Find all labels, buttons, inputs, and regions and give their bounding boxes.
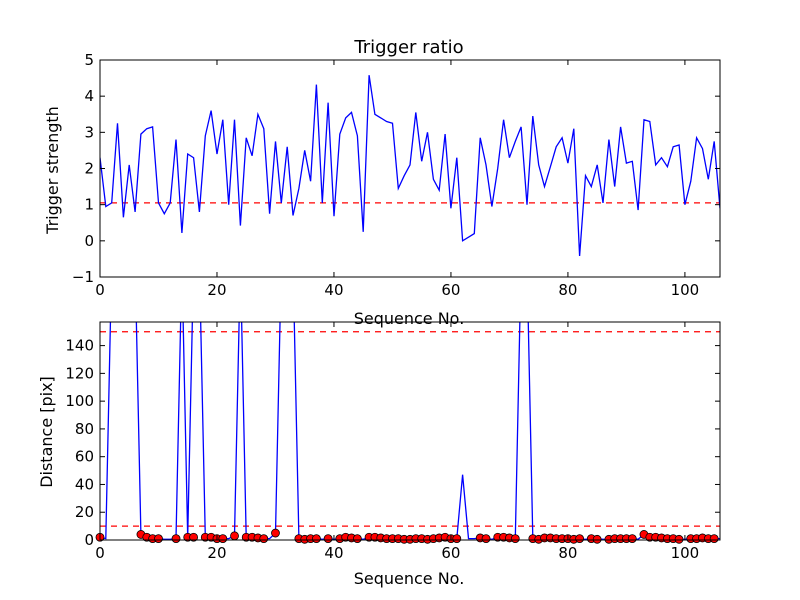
x-tick-label: 20 [207, 281, 226, 299]
x-tick-label: 20 [207, 544, 226, 562]
y-tick-label: 0 [84, 232, 94, 250]
data-point [510, 534, 520, 544]
trigger-ratio-chart: Trigger ratio Sequence No. Trigger stren… [43, 37, 721, 328]
chart-title: Trigger ratio [353, 37, 463, 58]
data-point [452, 534, 462, 544]
y-tick-label: 0 [84, 531, 94, 549]
x-tick-label: 80 [558, 281, 577, 299]
data-point [352, 534, 362, 544]
data-point [189, 532, 198, 542]
x-tick-label: 0 [95, 544, 105, 562]
x-tick-label: 80 [558, 544, 577, 562]
data-point [259, 534, 269, 544]
x-tick-label: 40 [324, 281, 343, 299]
x-axis-title: Sequence No. [354, 309, 465, 328]
series-line [100, 75, 720, 257]
axes-frame [99, 321, 721, 541]
y-tick-label: −1 [72, 268, 94, 286]
y-tick-label: 140 [65, 337, 94, 355]
data-point [575, 534, 585, 544]
y-tick-label: 40 [75, 475, 94, 493]
data-point [312, 534, 321, 544]
data-point [171, 534, 181, 544]
y-tick-label: 100 [65, 392, 94, 410]
x-tick-label: 100 [671, 281, 700, 299]
distance-chart: Sequence No. Distance [pix] 0 20 40 60 80 100… [37, 321, 721, 588]
x-tick-label: 100 [671, 544, 700, 562]
y-tick-label: 60 [75, 448, 94, 466]
y-tick-label: 120 [65, 364, 94, 382]
data-point [674, 534, 684, 544]
x-tick-label: 60 [441, 281, 460, 299]
y-tick-label: 4 [84, 87, 94, 105]
y-tick-label: 3 [84, 123, 94, 141]
axes-frame [99, 59, 721, 278]
data-point [481, 534, 491, 544]
y-tick-label: 2 [84, 160, 94, 178]
x-tick-label: 60 [441, 544, 460, 562]
data-point [709, 534, 719, 544]
data-point [230, 531, 239, 541]
data-point [271, 528, 280, 538]
y-axis-title: Trigger strength [43, 106, 62, 235]
data-point [627, 534, 637, 544]
y-tick-label: 80 [75, 420, 94, 438]
y-tick-label: 20 [75, 503, 94, 521]
data-point [218, 534, 228, 544]
x-axis-title: Sequence No. [354, 569, 465, 588]
plot-area: 0 20 40 60 80 100 0 20 40 60 80 100 120 140 [65, 321, 721, 562]
data-point [323, 534, 333, 544]
data-point [154, 534, 163, 544]
x-tick-label: 40 [324, 544, 343, 562]
data-point [592, 534, 602, 544]
x-tick-label: 0 [95, 281, 105, 299]
y-axis-title: Distance [pix] [37, 376, 56, 488]
y-tick-label: 5 [84, 51, 94, 69]
y-tick-label: 1 [84, 196, 94, 214]
series-line [100, 322, 720, 540]
